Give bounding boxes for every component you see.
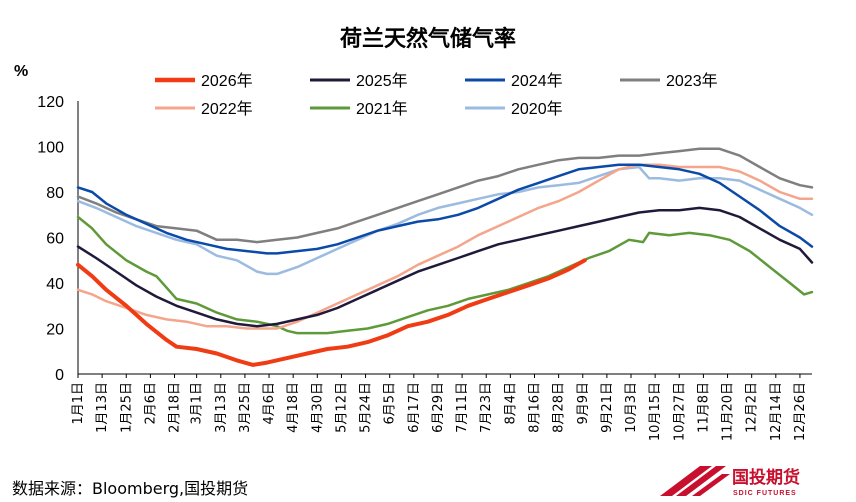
series-line-2026年: [76, 258, 587, 367]
x-tick-label: 10月15日: [648, 382, 663, 441]
x-tick-label: 6月17日: [407, 382, 422, 433]
x-tick-label: 3月1日: [190, 382, 205, 425]
x-tick-label: 8月28日: [552, 382, 567, 433]
source-note: 数据来源：Bloomberg,国投期货: [12, 479, 248, 498]
y-tick-label: 0: [55, 367, 64, 384]
x-tick-label: 6月29日: [431, 382, 446, 433]
x-tick-label: 9月21日: [600, 382, 615, 433]
x-tick-label: 12月2日: [745, 382, 760, 433]
x-tick-label: 11月20日: [721, 382, 736, 441]
x-tick-label: 11月8日: [696, 382, 711, 433]
x-tick-label: 2月18日: [168, 382, 183, 433]
x-tick-label: 1月25日: [119, 382, 134, 433]
x-tick-label: 8月4日: [503, 382, 518, 425]
x-tick-label: 1月1日: [71, 382, 86, 425]
series-line-2020年: [76, 165, 814, 276]
x-axis: 1月1日 1月13日 1月25日 2月6日 2月18日 3月1日 3月13日 3月25日 4月6…: [71, 373, 812, 441]
legend-label: 2024年: [511, 72, 563, 90]
series-lines: [76, 147, 814, 367]
y-axis: 0 20 40 60 80 100 120: [37, 94, 79, 384]
legend-label: 2020年: [511, 100, 563, 118]
x-tick-label: 10月27日: [672, 382, 687, 441]
logo-name: 国投期货: [732, 467, 800, 488]
series-line-2021年: [76, 215, 814, 335]
legend: 2026年 2025年 2024年 2023年 2022年 2021年 2020年: [155, 72, 718, 118]
x-tick-label: 4月6日: [262, 382, 277, 425]
chart-title: 荷兰天然气储气率: [340, 26, 516, 52]
legend-label: 2026年: [201, 72, 253, 90]
x-tick-label: 1月13日: [95, 382, 110, 433]
y-tick-label: 80: [46, 185, 64, 202]
series-line-2022年: [76, 163, 814, 330]
x-tick-label: 9月9日: [576, 382, 591, 425]
x-tick-label: 5月12日: [334, 382, 349, 433]
y-tick-label: 100: [37, 140, 64, 157]
x-tick-label: 4月18日: [286, 382, 301, 433]
y-unit-label: %: [14, 63, 28, 80]
legend-label: 2023年: [666, 72, 718, 90]
x-tick-label: 2月6日: [143, 382, 158, 425]
series-line-2024年: [76, 163, 814, 255]
x-tick-label: 5月24日: [359, 382, 374, 433]
x-tick-label: 12月14日: [769, 382, 784, 441]
logo: 国投期货 SDIC FUTURES: [660, 466, 800, 497]
logo-subtitle: SDIC FUTURES: [733, 490, 797, 497]
legend-label: 2021年: [356, 100, 408, 118]
series-line-2025年: [76, 206, 814, 328]
x-tick-label: 3月25日: [238, 382, 253, 433]
legend-label: 2022年: [201, 100, 253, 118]
x-tick-label: 6月5日: [383, 382, 398, 425]
x-tick-label: 12月26日: [793, 382, 808, 441]
x-tick-label: 4月30日: [310, 382, 325, 433]
series-line-2023年: [76, 147, 814, 244]
x-tick-label: 10月3日: [624, 382, 639, 433]
x-tick-label: 3月13日: [214, 382, 229, 433]
y-tick-label: 60: [46, 231, 64, 248]
x-tick-label: 7月23日: [479, 382, 494, 433]
y-tick-label: 40: [46, 276, 64, 293]
logo-mark-icon: [660, 466, 730, 496]
y-tick-label: 20: [46, 322, 64, 339]
legend-label: 2025年: [356, 72, 408, 90]
x-tick-label: 7月11日: [455, 382, 470, 433]
y-tick-label: 120: [37, 94, 64, 111]
x-tick-label: 8月16日: [527, 382, 542, 433]
